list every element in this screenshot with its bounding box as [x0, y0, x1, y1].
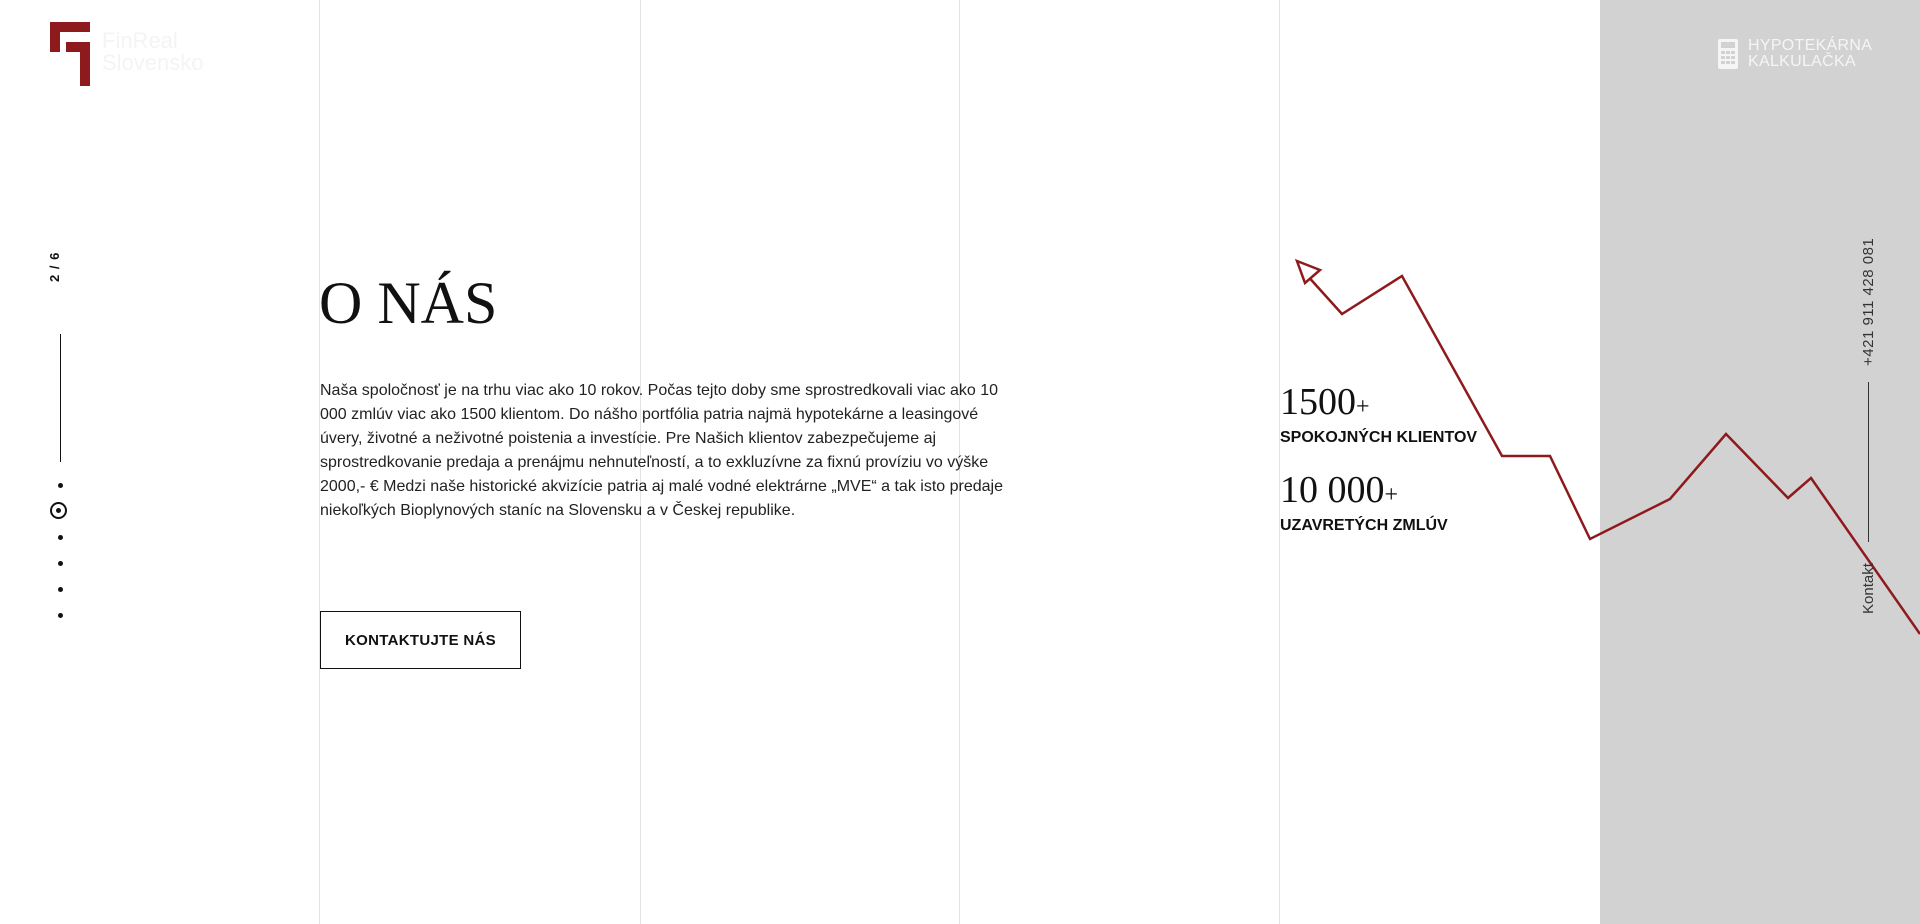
pager-dot-6[interactable] — [58, 613, 63, 618]
right-gray-panel — [1600, 0, 1920, 924]
about-description: Naša spoločnosť je na trhu viac ako 10 r… — [320, 382, 1003, 519]
stat-contracts-label: UZAVRETÝCH ZMLÚV — [1280, 517, 1448, 534]
logo-text: FinReal Slovensko — [102, 30, 204, 74]
pager-dot-1[interactable] — [58, 483, 63, 488]
pager-dot-3[interactable] — [58, 535, 63, 540]
logo-text-line1: FinReal — [102, 28, 178, 53]
calculator-label-line2: KALKULAČKA — [1748, 53, 1856, 70]
logo-text-line2: Slovensko — [102, 50, 204, 75]
stat-clients-number: 1500 — [1280, 381, 1356, 423]
pager-dot-5[interactable] — [58, 587, 63, 592]
stat-contracts-number: 10 000 — [1280, 469, 1385, 511]
mortgage-calculator-link[interactable]: HYPOTEKÁRNA KALKULAČKA — [1718, 38, 1872, 70]
grid-line — [1279, 0, 1280, 924]
calculator-label-line1: HYPOTEKÁRNA — [1748, 37, 1873, 54]
contact-link[interactable]: Kontakt — [1860, 563, 1877, 614]
stat-clients-suffix: + — [1356, 394, 1370, 420]
logo-mark-icon — [50, 22, 96, 86]
phone-link[interactable]: +421 911 428 081 — [1860, 237, 1877, 366]
trend-line-path — [1304, 272, 1920, 635]
trend-arrow-icon — [1294, 258, 1323, 286]
pager-dot-2-active[interactable] — [50, 502, 67, 519]
grid-line — [319, 0, 320, 924]
calculator-label: HYPOTEKÁRNA KALKULAČKA — [1748, 38, 1872, 70]
grid-line — [640, 0, 641, 924]
contact-us-button[interactable]: KONTAKTUJTE NÁS — [320, 611, 521, 669]
stat-contracts-value: 10 000+ — [1280, 468, 1398, 517]
brand-logo[interactable]: FinReal Slovensko — [50, 22, 204, 86]
grid-line — [959, 0, 960, 924]
page-title: O NÁS — [319, 270, 498, 336]
stat-clients-label: SPOKOJNÝCH KLIENTOV — [1280, 429, 1478, 446]
stat-contracts-suffix: + — [1384, 482, 1399, 508]
pager-divider — [60, 334, 61, 462]
pager-dot-4[interactable] — [58, 561, 63, 566]
side-divider — [1868, 382, 1869, 542]
calculator-icon — [1718, 39, 1738, 69]
stat-clients-value: 1500+ — [1280, 380, 1370, 429]
